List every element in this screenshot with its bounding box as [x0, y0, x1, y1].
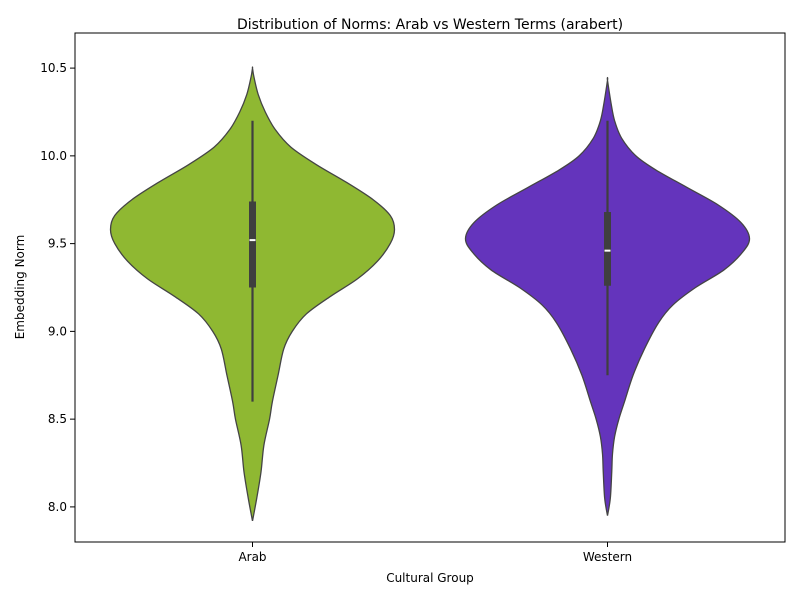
x-axis-label: Cultural Group: [386, 571, 474, 585]
y-tick-label: 9.5: [48, 237, 67, 251]
y-tick-label: 8.0: [48, 500, 67, 514]
y-tick-label: 10.0: [40, 149, 67, 163]
inner-boxplots-layer: [249, 120, 611, 402]
y-tick-label: 8.5: [48, 412, 67, 426]
x-tick-label: Western: [583, 550, 632, 564]
x-axis: Arab Western: [238, 542, 632, 564]
chart-title: Distribution of Norms: Arab vs Western T…: [237, 17, 623, 33]
x-tick-label: Arab: [238, 550, 266, 564]
y-tick-label: 10.5: [40, 61, 67, 75]
iqr-box-western: [604, 212, 611, 286]
iqr-box-arab: [249, 201, 256, 288]
y-tick-label: 9.0: [48, 324, 67, 338]
y-axis: 8.0 8.5 9.0 9.5 10.0 10.5: [40, 61, 75, 514]
y-axis-label: Embedding Norm: [13, 235, 27, 340]
plot-area-frame: [74, 32, 786, 543]
